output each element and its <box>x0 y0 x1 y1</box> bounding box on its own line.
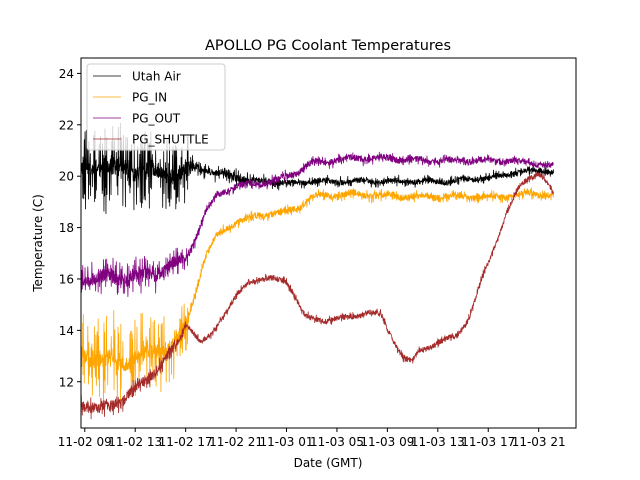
series-line-pg-in <box>81 187 554 406</box>
y-tick-label: 14 <box>59 324 74 338</box>
x-tick-label: 11-03 13 <box>411 435 465 449</box>
x-tick-label: 11-03 21 <box>512 435 566 449</box>
chart-title: APOLLO PG Coolant Temperatures <box>205 38 451 54</box>
series-layer <box>81 123 554 420</box>
y-axis: 12 14 16 18 20 22 24 <box>59 67 81 389</box>
legend-box <box>86 63 226 151</box>
legend-label: Utah Air <box>132 70 181 84</box>
y-tick-label: 16 <box>59 272 74 286</box>
series-line-utah-air <box>81 123 554 214</box>
x-axis-label: Date (GMT) <box>294 456 363 470</box>
x-tick-label: 11-02 17 <box>159 435 213 449</box>
x-tick-label: 11-02 09 <box>58 435 112 449</box>
y-tick-label: 18 <box>59 221 74 235</box>
legend-label: PG_OUT <box>132 112 181 126</box>
x-tick-label: 11-03 09 <box>360 435 414 449</box>
plot-frame <box>80 57 577 429</box>
legend: Utah Air PG_IN PG_OUT PG_SHUTTLE <box>86 63 226 151</box>
x-tick-label: 11-03 01 <box>260 435 314 449</box>
y-axis-label: Temperature (C) <box>31 194 45 293</box>
series-line-pg-shuttle <box>81 172 554 420</box>
legend-label: PG_SHUTTLE <box>132 133 209 147</box>
x-tick-label: 11-03 05 <box>310 435 364 449</box>
x-tick-label: 11-03 17 <box>461 435 515 449</box>
y-tick-label: 22 <box>59 118 74 132</box>
x-tick-label: 11-02 21 <box>209 435 263 449</box>
x-tick-label: 11-02 13 <box>108 435 162 449</box>
y-tick-label: 12 <box>59 375 74 389</box>
y-tick-label: 24 <box>59 67 74 81</box>
series-line-pg-out <box>81 151 554 297</box>
legend-label: PG_IN <box>132 91 167 105</box>
y-tick-label: 20 <box>59 170 74 184</box>
